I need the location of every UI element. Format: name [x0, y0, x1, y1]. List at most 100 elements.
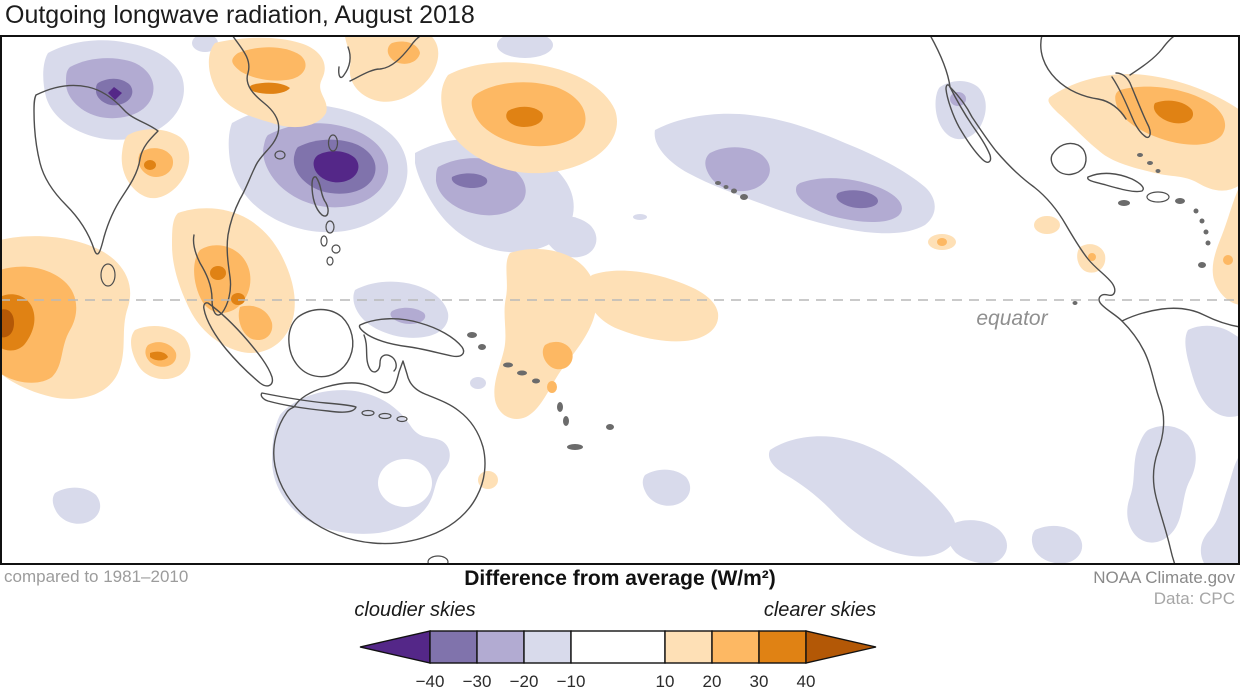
anomaly-region	[192, 34, 218, 52]
colorbar-tick: −30	[463, 672, 492, 691]
coast-jamaica	[1118, 200, 1130, 206]
coast-us-east	[1129, 34, 1177, 76]
anomaly-region	[0, 309, 14, 338]
colorbar-segment	[711, 630, 760, 664]
coast-india	[33, 84, 159, 255]
coast-japan	[349, 34, 423, 82]
coast-vanuatu-island	[557, 402, 563, 412]
anomaly-region	[642, 469, 691, 506]
anomaly-region	[937, 238, 947, 246]
anomaly-region	[108, 87, 122, 100]
anomaly-region	[768, 436, 957, 557]
coast-cuba	[1087, 172, 1144, 193]
coast-bahamas	[1147, 161, 1153, 165]
anomaly-region	[1031, 525, 1083, 564]
coast-south-america-north	[1121, 307, 1240, 328]
anomaly-region	[272, 390, 450, 534]
anomaly-region	[451, 173, 488, 188]
coast-antilles	[1203, 229, 1209, 235]
legend-clearer-label: clearer skies	[763, 599, 877, 621]
coast-gulf-of-mexico	[1040, 34, 1127, 120]
coast-bismarck-island	[467, 332, 477, 338]
coast-hawaii-island	[731, 188, 737, 194]
coast-sunda-island	[378, 412, 392, 420]
coast-antilles	[1205, 240, 1211, 246]
coast-antilles	[1193, 208, 1199, 214]
legend-cloudier-label: cloudier skies	[354, 599, 476, 621]
colorbar-segment	[664, 630, 713, 664]
coast-sunda-island	[396, 415, 408, 423]
anomaly-region	[1212, 185, 1240, 305]
anomaly-region	[542, 341, 573, 370]
anomaly-region	[150, 351, 168, 361]
equator-label: equator	[976, 307, 1048, 330]
anomaly-region	[1127, 425, 1196, 543]
map-frame: equator	[0, 32, 1240, 569]
coast-vanuatu-island	[563, 416, 569, 426]
colorbar-left-arrow	[359, 630, 431, 664]
credit-data: Data: CPC	[1153, 589, 1235, 608]
colorbar-segment	[758, 630, 807, 664]
legend-title: Difference from average (W/m²)	[464, 567, 776, 590]
coast-sulawesi	[363, 334, 397, 373]
colorbar-tick: 30	[750, 672, 769, 691]
coast-taiwan	[327, 134, 339, 152]
anomaly-region	[1034, 216, 1060, 234]
colorbar-segment	[476, 630, 525, 664]
coast-solomon-island	[517, 370, 527, 376]
coast-solomon-island	[532, 378, 540, 384]
anomaly-region	[0, 294, 35, 351]
coast-hispaniola	[1146, 191, 1170, 203]
coast-north-america-west	[929, 34, 1176, 566]
colorbar-tick: 40	[797, 672, 816, 691]
anomaly-region	[378, 459, 432, 507]
anomaly-region	[1185, 325, 1240, 417]
coast-galapagos	[1072, 301, 1078, 305]
coast-borneo	[288, 308, 354, 378]
anomaly-region	[494, 249, 597, 420]
anomaly-region	[1088, 253, 1096, 261]
anomaly-region	[232, 47, 306, 81]
coast-fiji	[606, 424, 614, 430]
coast-puerto-rico	[1175, 198, 1185, 204]
coast-australia	[273, 360, 486, 545]
coast-yucatan	[1050, 142, 1087, 176]
coast-java	[260, 392, 357, 413]
anomaly-region	[543, 215, 597, 258]
coast-hawaii-island	[723, 185, 729, 189]
colorbar-right-arrow	[805, 630, 877, 664]
anomaly-region	[231, 293, 245, 305]
credit-block: NOAA Climate.gov Data: CPC	[1093, 567, 1235, 609]
anomaly-region	[478, 471, 498, 489]
anomaly-region	[144, 160, 156, 170]
anomaly-region	[210, 266, 226, 280]
colorbar-tick: −10	[557, 672, 586, 691]
anomaly-region	[705, 147, 770, 192]
coast-korea	[338, 46, 351, 79]
anomaly-region	[836, 190, 878, 209]
coast-philippine-island	[326, 256, 334, 266]
coast-luzon	[311, 176, 329, 217]
anomaly-region	[238, 305, 273, 341]
coast-trinidad	[1198, 262, 1206, 268]
baseline-note: compared to 1981–2010	[4, 567, 189, 586]
coast-philippine-island	[331, 244, 341, 254]
colorbar-tick: 20	[703, 672, 722, 691]
footer: compared to 1981–2010 NOAA Climate.gov D…	[0, 565, 1240, 698]
coast-philippine-island	[325, 220, 335, 234]
coast-asia-mainland	[192, 34, 280, 316]
coast-bahamas	[1155, 169, 1161, 173]
coast-bahamas	[1137, 153, 1143, 157]
coast-florida	[1111, 72, 1151, 139]
anomaly-region	[650, 297, 668, 303]
colorbar-segment	[429, 630, 478, 664]
anomaly-region	[947, 520, 1007, 564]
coast-sumatra	[203, 302, 274, 387]
page-title: Outgoing longwave radiation, August 2018	[5, 1, 475, 29]
coast-new-caledonia	[567, 444, 583, 450]
anomaly-region	[506, 106, 543, 127]
anomaly-region	[1200, 455, 1240, 565]
colorbar-tick: 10	[656, 672, 675, 691]
anomaly-region	[52, 487, 101, 524]
